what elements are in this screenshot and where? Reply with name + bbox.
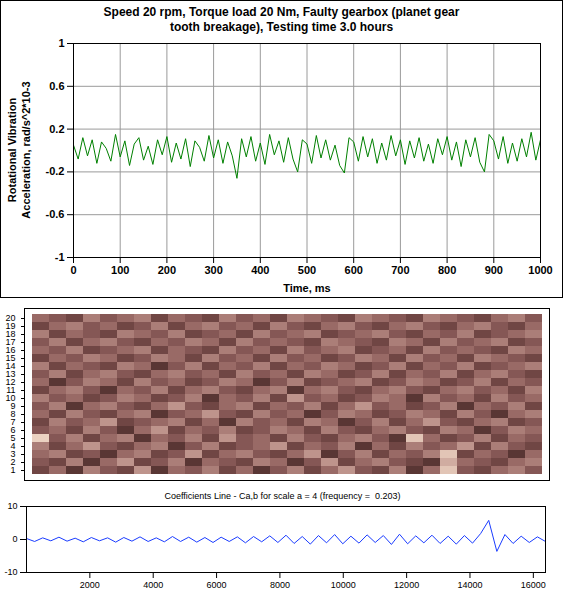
svg-text:9: 9 — [10, 401, 16, 412]
svg-text:10: 10 — [5, 393, 16, 404]
svg-text:200: 200 — [158, 264, 176, 276]
svg-text:1: 1 — [10, 465, 16, 476]
svg-text:0.2: 0.2 — [49, 123, 64, 135]
svg-text:17: 17 — [5, 337, 16, 348]
svg-text:2000: 2000 — [80, 580, 100, 590]
svg-text:400: 400 — [251, 264, 269, 276]
svg-text:-0.2: -0.2 — [46, 165, 65, 177]
svg-text:14000: 14000 — [457, 580, 482, 590]
svg-text:6000: 6000 — [207, 580, 227, 590]
svg-text:14: 14 — [5, 361, 16, 372]
svg-text:600: 600 — [345, 264, 363, 276]
svg-text:1: 1 — [58, 37, 64, 49]
html-text:Speed 20 rpm, Torque load 20 N: Speed 20 rpm, Torque load 20 Nm, Faulty … — [103, 5, 463, 34]
svg-text:10000: 10000 — [331, 580, 356, 590]
svg-text:13: 13 — [5, 369, 16, 380]
svg-text:12000: 12000 — [394, 580, 419, 590]
svg-text:500: 500 — [298, 264, 316, 276]
svg-text:20: 20 — [5, 313, 15, 323]
svg-text:12: 12 — [5, 377, 16, 388]
svg-text:16000: 16000 — [521, 580, 546, 590]
svg-text:300: 300 — [204, 264, 222, 276]
svg-text:0: 0 — [12, 534, 17, 544]
svg-text:100: 100 — [111, 264, 129, 276]
svg-text:8000: 8000 — [270, 580, 290, 590]
svg-text:1000: 1000 — [528, 264, 552, 276]
svg-text:15: 15 — [5, 353, 16, 364]
svg-text:6: 6 — [10, 425, 16, 436]
svg-text:7: 7 — [10, 417, 16, 428]
svg-text:-1: -1 — [55, 251, 65, 263]
svg-text:0.6: 0.6 — [49, 80, 64, 92]
svg-text:8: 8 — [10, 409, 16, 420]
svg-text:3: 3 — [10, 449, 16, 460]
svg-text:19: 19 — [5, 321, 16, 332]
html-text:Coefficients Line - Ca,b for s: Coefficients Line - Ca,b for scale a = 4… — [164, 491, 401, 501]
svg-text:10: 10 — [7, 502, 17, 511]
svg-text:Rotational VibrationAccelerati: Rotational VibrationAcceleration, rad/s^… — [6, 81, 32, 218]
svg-text:-0.6: -0.6 — [46, 208, 65, 220]
svg-text:16: 16 — [5, 345, 16, 356]
svg-text:18: 18 — [5, 329, 16, 340]
svg-text:-10: -10 — [4, 567, 17, 577]
svg-text:900: 900 — [485, 264, 503, 276]
svg-text:5: 5 — [10, 433, 16, 444]
svg-text:11: 11 — [6, 385, 16, 396]
svg-text:800: 800 — [438, 264, 456, 276]
svg-text:700: 700 — [391, 264, 409, 276]
svg-text:2: 2 — [10, 457, 16, 468]
svg-text:0: 0 — [70, 264, 76, 276]
svg-text:Time, ms: Time, ms — [283, 282, 331, 294]
svg-text:4: 4 — [10, 441, 16, 452]
svg-text:4000: 4000 — [143, 580, 163, 590]
